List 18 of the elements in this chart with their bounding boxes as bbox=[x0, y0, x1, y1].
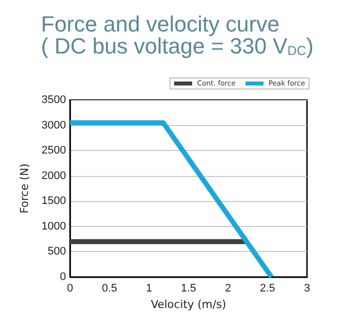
x-tick-label: 0 bbox=[66, 282, 74, 294]
y-tick-label: 2000 bbox=[42, 170, 66, 182]
x-tick-label: 1 bbox=[146, 282, 152, 294]
x-axis-title: Velocity (m/s) bbox=[150, 298, 226, 311]
y-tick-label: 1000 bbox=[42, 220, 66, 232]
x-tick-label: 1.5 bbox=[180, 282, 196, 294]
y-tick-label: 0 bbox=[60, 271, 66, 283]
y-axis-title: Force (N) bbox=[18, 163, 31, 214]
y-tick-label: 500 bbox=[48, 246, 66, 258]
chart-title: Force and velocity curve bbox=[41, 12, 280, 36]
y-tick-label: 3500 bbox=[42, 94, 66, 106]
x-tick-label: 2 bbox=[224, 282, 232, 294]
y-tick-label: 3000 bbox=[42, 119, 66, 132]
x-tick-label: 0.5 bbox=[102, 282, 118, 294]
x-tick-label: 3 bbox=[304, 282, 310, 294]
y-tick-label: 1500 bbox=[42, 195, 66, 208]
x-tick-label: 2.5 bbox=[260, 282, 276, 294]
y-tick-label: 2500 bbox=[42, 144, 66, 157]
